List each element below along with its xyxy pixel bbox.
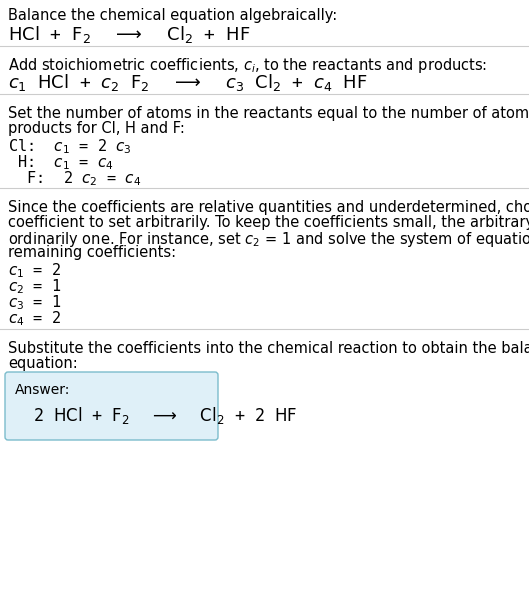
Text: 2 $\mathrm{HCl}$ + $\mathrm{F_2}$  $\longrightarrow$  $\mathrm{Cl_2}$ + 2 $\math: 2 $\mathrm{HCl}$ + $\mathrm{F_2}$ $\long…	[33, 405, 297, 426]
Text: Set the number of atoms in the reactants equal to the number of atoms in the: Set the number of atoms in the reactants…	[8, 106, 529, 121]
Text: $c_1$ $\mathrm{HCl}$ + $c_2$ $\mathrm{F_2}$  $\longrightarrow$  $c_3$ $\mathrm{C: $c_1$ $\mathrm{HCl}$ + $c_2$ $\mathrm{F_…	[8, 72, 367, 93]
Text: remaining coefficients:: remaining coefficients:	[8, 245, 176, 260]
Text: $c_2$ = 1: $c_2$ = 1	[8, 277, 61, 296]
Text: F:  2 $c_2$ = $c_4$: F: 2 $c_2$ = $c_4$	[8, 169, 141, 188]
Text: ordinarily one. For instance, set $c_2$ = 1 and solve the system of equations fo: ordinarily one. For instance, set $c_2$ …	[8, 230, 529, 249]
Text: coefficient to set arbitrarily. To keep the coefficients small, the arbitrary va: coefficient to set arbitrarily. To keep …	[8, 215, 529, 230]
Text: H:  $c_1$ = $c_4$: H: $c_1$ = $c_4$	[8, 153, 114, 172]
Text: $\mathrm{HCl}$ + $\mathrm{F_2}$  $\longrightarrow$  $\mathrm{Cl_2}$ + $\mathrm{H: $\mathrm{HCl}$ + $\mathrm{F_2}$ $\longri…	[8, 24, 250, 45]
Text: equation:: equation:	[8, 356, 78, 371]
Text: Since the coefficients are relative quantities and underdetermined, choose a: Since the coefficients are relative quan…	[8, 200, 529, 215]
Text: Cl:  $c_1$ = 2 $c_3$: Cl: $c_1$ = 2 $c_3$	[8, 137, 132, 156]
Text: Substitute the coefficients into the chemical reaction to obtain the balanced: Substitute the coefficients into the che…	[8, 341, 529, 356]
Text: Balance the chemical equation algebraically:: Balance the chemical equation algebraica…	[8, 8, 338, 23]
Text: $c_1$ = 2: $c_1$ = 2	[8, 261, 61, 280]
Text: Answer:: Answer:	[15, 383, 70, 397]
Text: $c_4$ = 2: $c_4$ = 2	[8, 309, 61, 328]
Text: products for Cl, H and F:: products for Cl, H and F:	[8, 121, 185, 136]
FancyBboxPatch shape	[5, 372, 218, 440]
Text: Add stoichiometric coefficients, $c_i$, to the reactants and products:: Add stoichiometric coefficients, $c_i$, …	[8, 56, 487, 75]
Text: $c_3$ = 1: $c_3$ = 1	[8, 293, 61, 312]
